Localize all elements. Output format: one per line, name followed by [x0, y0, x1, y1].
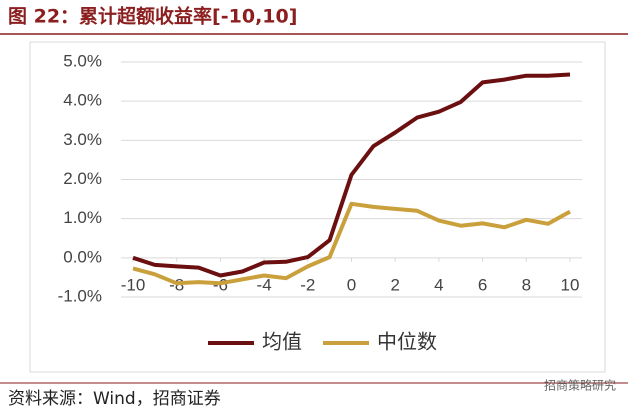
y-tick-label: 1.0%: [63, 208, 102, 227]
y-tick-label: 2.0%: [63, 169, 102, 188]
x-tick-label: -10: [121, 275, 146, 294]
plot-frame: [29, 41, 606, 373]
chart-title: 图 22：累计超额收益率[-10,10]: [8, 5, 297, 28]
x-tick-label: -2: [300, 275, 315, 294]
x-tick-label: 2: [390, 275, 399, 294]
source-note: 资料来源：Wind，招商证券: [8, 389, 221, 409]
y-tick-label: -1.0%: [58, 286, 102, 305]
watermark: 招商策略研究: [544, 378, 616, 393]
y-tick-label: 5.0%: [63, 51, 102, 70]
x-tick-label: 0: [347, 275, 356, 294]
x-tick-label: 6: [478, 275, 487, 294]
y-tick-label: 4.0%: [63, 91, 102, 110]
series-line: [132, 201, 571, 286]
x-tick-label: -4: [257, 275, 272, 294]
x-tick-label: 10: [561, 275, 580, 294]
y-tick-label: 3.0%: [63, 130, 102, 149]
x-tick-label: 8: [522, 275, 531, 294]
x-tick-label: 4: [434, 275, 443, 294]
legend-label: 均值: [262, 330, 302, 354]
y-tick-label: 0.0%: [63, 247, 102, 266]
series-line: [132, 72, 571, 278]
legend-label: 中位数: [377, 330, 437, 354]
